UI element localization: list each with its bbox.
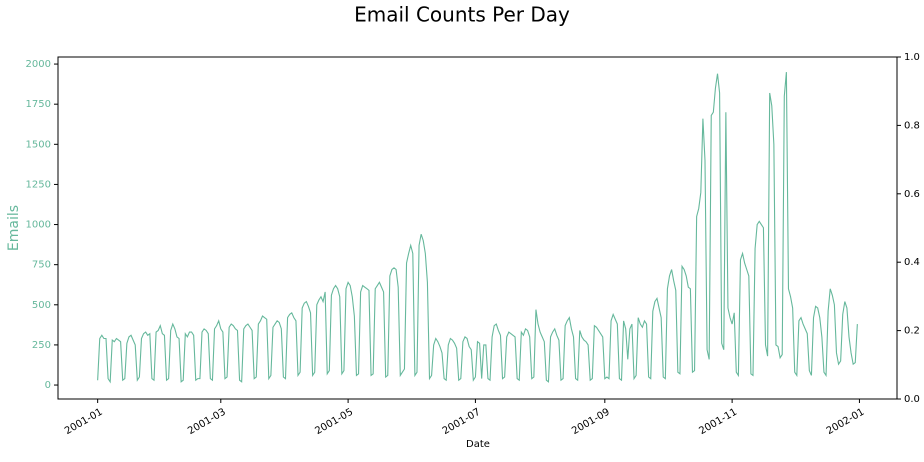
y-axis-label: Emails [6, 205, 22, 251]
y2-tick-label: 0.0 [904, 394, 920, 405]
y-tick-label: 1750 [26, 99, 51, 110]
x-axis-label: Date [466, 439, 490, 450]
y2-tick-label: 0.6 [904, 189, 920, 200]
y-tick-label: 1250 [26, 179, 51, 190]
y-tick-label: 500 [32, 300, 51, 311]
y-tick-label: 2000 [26, 59, 51, 70]
y-tick-label: 750 [32, 260, 51, 271]
chart-title: Email Counts Per Day [354, 3, 570, 27]
data-line [97, 72, 858, 384]
plot-frame [57, 56, 898, 400]
y2-tick-label: 0.8 [904, 120, 920, 131]
y2-tick-label: 0.2 [904, 326, 920, 337]
y2-tick-label: 1.0 [904, 52, 920, 63]
y-tick-label: 1000 [26, 220, 51, 231]
y-tick-label: 250 [32, 340, 51, 351]
y2-tick-label: 0.4 [904, 257, 920, 268]
y-tick-label: 0 [45, 380, 51, 391]
y-tick-label: 1500 [26, 139, 51, 150]
